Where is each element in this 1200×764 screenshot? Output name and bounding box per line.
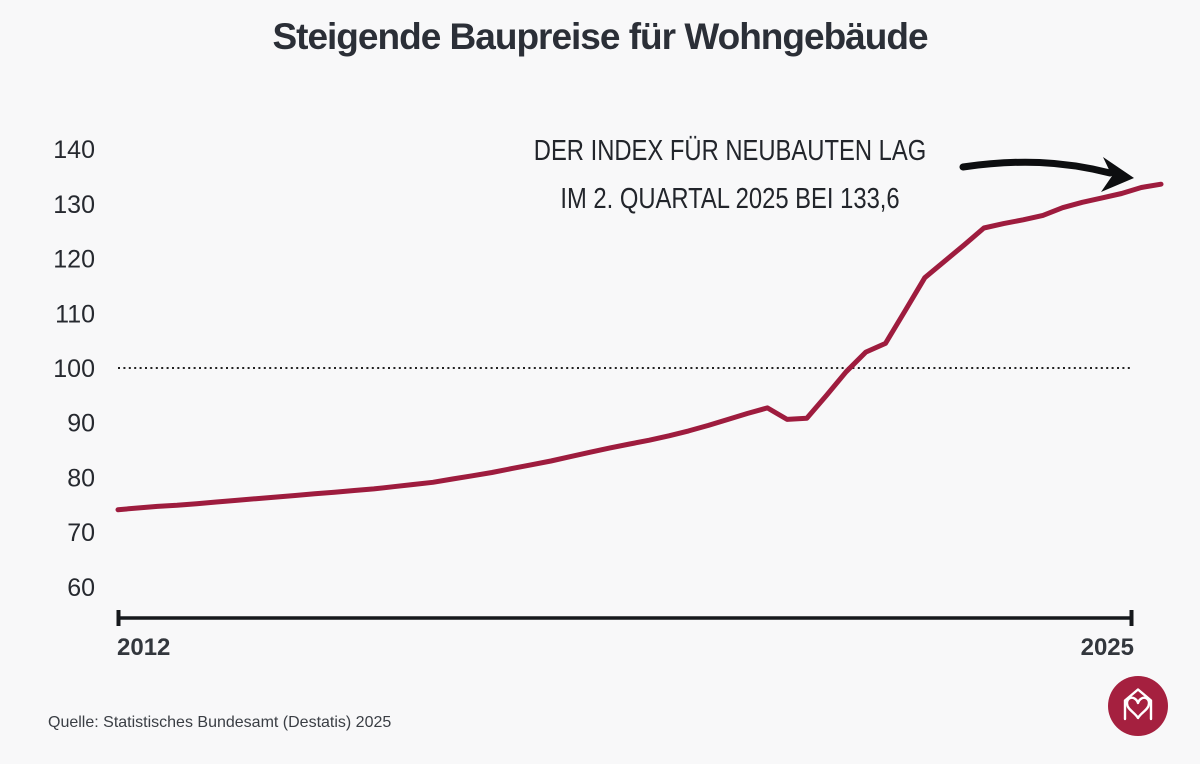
- y-axis-tick-label: 140: [53, 136, 95, 164]
- y-axis-tick-label: 70: [67, 519, 95, 547]
- y-axis-tick-label: 60: [67, 574, 95, 602]
- chart-title: Steigende Baupreise für Wohngebäude: [272, 16, 928, 57]
- x-axis-labels: 2012 2025: [117, 634, 1134, 661]
- y-axis-tick-label: 100: [53, 355, 95, 383]
- price-index-series-line: [115, 181, 1164, 513]
- annotation-line-1: DER INDEX FÜR NEUBAUTEN LAG: [533, 135, 927, 167]
- annotation-arrow-icon: [959, 157, 1134, 192]
- source-caption: Quelle: Statistisches Bundesamt (Destati…: [48, 714, 392, 731]
- logo-heart-outline: [1125, 696, 1151, 720]
- chart-annotation: DER INDEX FÜR NEUBAUTEN LAG IM 2. QUARTA…: [517, 127, 943, 223]
- x-axis-tick-label: 2012: [117, 634, 170, 661]
- y-axis-tick-label: 80: [67, 464, 95, 492]
- x-axis-tick-label: 2025: [1081, 634, 1134, 661]
- y-axis-labels: 60 70 80 90 100 110 120 130 140: [53, 136, 95, 602]
- house-heart-logo: [1108, 676, 1168, 736]
- y-axis-tick-label: 110: [55, 300, 95, 328]
- annotation-line-2: IM 2. QUARTAL 2025 BEI 133,6: [560, 183, 900, 215]
- y-axis-tick-label: 90: [67, 410, 95, 438]
- y-axis-tick-label: 130: [53, 191, 95, 219]
- logo-house-outline: [1123, 688, 1153, 721]
- x-axis: [116, 610, 1134, 626]
- logo-circle: [1108, 676, 1168, 736]
- y-axis-tick-label: 120: [53, 246, 95, 274]
